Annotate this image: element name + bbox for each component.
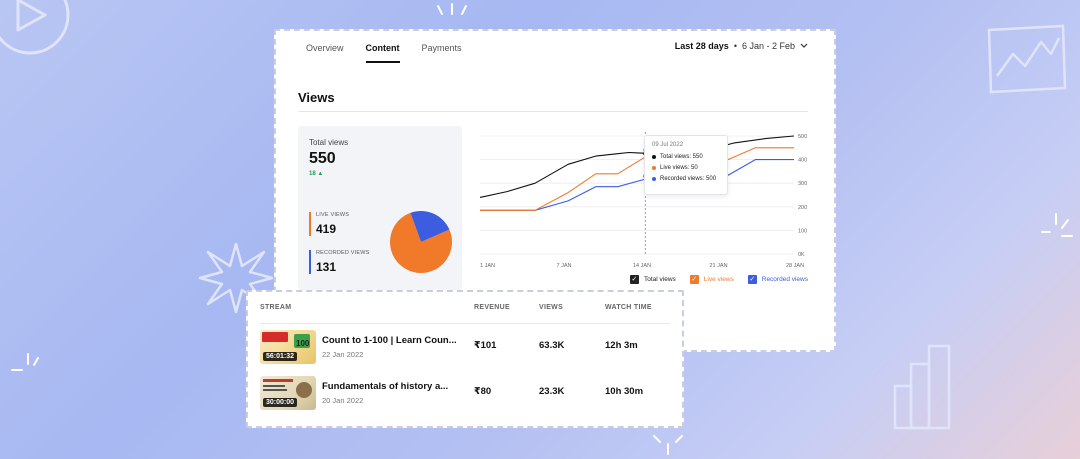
header-watch-time[interactable]: WATCH TIME <box>605 304 652 311</box>
pie-slice-recorded <box>410 211 450 242</box>
total-views-value: 550 <box>309 150 336 167</box>
video-thumbnail[interactable]: 30:00:00 <box>260 376 316 410</box>
tooltip-recorded: Recorded views: 500 <box>660 176 717 182</box>
stream-title[interactable]: Fundamentals of history a... <box>322 381 449 392</box>
video-duration: 56:01:32 <box>263 352 298 361</box>
tooltip-date: 09 Jul 2022 <box>652 142 684 148</box>
tooltip-live: Live views: 50 <box>660 165 698 171</box>
x-tick-label: 1 JAN <box>480 263 495 269</box>
y-tick-label: 400 <box>798 158 807 164</box>
bar-chart-doodle-icon <box>893 344 951 430</box>
date-range-value: 6 Jan - 2 Feb <box>741 41 795 51</box>
legend-live-toggle[interactable]: ✓ Live views <box>689 275 734 284</box>
video-thumbnail[interactable]: 100 56:01:32 <box>260 330 316 364</box>
x-tick-label: 28 JAN <box>786 263 804 269</box>
recorded-dot-icon <box>652 177 656 181</box>
legend-live-label: Live views <box>703 276 734 283</box>
y-tick-label: 200 <box>798 205 807 211</box>
legend-recorded-label: Recorded views <box>761 276 808 283</box>
play-doodle-icon <box>0 0 70 55</box>
date-range-separator: • <box>733 41 737 51</box>
checkbox-checked-icon: ✓ <box>747 275 757 284</box>
total-views-label: Total views <box>309 138 349 147</box>
live-views-block: LIVE VIEWS 419 <box>309 212 349 236</box>
thumbnail-art-icon: 100 <box>262 332 310 348</box>
x-tick-label: 14 JAN <box>633 263 651 269</box>
checkbox-checked-icon: ✓ <box>689 275 699 284</box>
tooltip-row-live: Live views: 50 <box>652 165 720 171</box>
recorded-views-label: RECORDED VIEWS <box>316 250 370 256</box>
stream-revenue: ₹101 <box>474 340 497 351</box>
stream-watch-time: 12h 3m <box>605 340 638 351</box>
starburst-doodle-icon <box>198 242 274 314</box>
section-title: Views <box>298 90 335 105</box>
tooltip-row-total: Total views: 550 <box>652 154 720 160</box>
stream-title[interactable]: Count to 1-100 | Learn Coun... <box>322 335 457 346</box>
total-dot-icon <box>652 155 656 159</box>
stream-date: 20 Jan 2022 <box>322 396 364 405</box>
series-line-total <box>479 135 795 198</box>
y-tick-label: 500 <box>798 134 807 140</box>
total-views-delta: 18 ▲ <box>309 171 324 177</box>
tab-payments[interactable]: Payments <box>421 43 462 53</box>
chart-legend: ✓ Total views ✓ Live views ✓ Recorded vi… <box>629 275 808 284</box>
header-views[interactable]: VIEWS <box>539 304 564 311</box>
stream-date: 22 Jan 2022 <box>322 350 364 359</box>
date-range-label: Last 28 days <box>674 41 729 51</box>
stream-watch-time: 10h 30m <box>605 386 644 397</box>
pie-slice-live <box>390 212 452 273</box>
live-views-value: 419 <box>316 222 337 236</box>
stream-views: 23.3K <box>539 386 565 397</box>
thumbnail-art-icon <box>263 379 312 398</box>
views-summary-panel: Total views 550 18 ▲ LIVE VIEWS 419 RECO… <box>298 126 462 291</box>
chevron-down-icon <box>800 43 808 48</box>
legend-total-toggle[interactable]: ✓ Total views <box>629 275 676 284</box>
line-chart-doodle-icon <box>987 24 1067 94</box>
header-revenue[interactable]: REVENUE <box>474 304 510 311</box>
legend-total-label: Total views <box>643 276 676 283</box>
sparkle-doodle-icon <box>1041 213 1073 237</box>
recorded-views-block: RECORDED VIEWS 131 <box>309 250 370 274</box>
live-views-label: LIVE VIEWS <box>316 212 350 218</box>
video-duration: 30:00:00 <box>263 398 298 407</box>
y-tick-label: 0K <box>798 252 805 258</box>
date-range-selector[interactable]: Last 28 days • 6 Jan - 2 Feb <box>675 41 808 51</box>
checkbox-checked-icon: ✓ <box>629 275 639 284</box>
series-line-recorded <box>480 159 794 211</box>
chart-tooltip: 09 Jul 2022 Total views: 550 Live views:… <box>644 135 728 195</box>
views-pie-chart <box>390 211 452 273</box>
header-stream[interactable]: STREAM <box>260 304 292 311</box>
tab-content[interactable]: Content <box>365 41 400 63</box>
legend-recorded-toggle[interactable]: ✓ Recorded views <box>747 275 808 284</box>
divider <box>298 111 808 112</box>
x-tick-label: 21 JAN <box>710 263 728 269</box>
stream-views: 63.3K <box>539 340 565 351</box>
recorded-views-value: 131 <box>316 260 337 274</box>
svg-text:100: 100 <box>296 339 310 348</box>
y-tick-label: 100 <box>798 228 807 234</box>
stream-revenue: ₹80 <box>474 386 492 397</box>
tooltip-row-recorded: Recorded views: 500 <box>652 176 720 182</box>
y-tick-label: 300 <box>798 181 807 187</box>
table-row[interactable]: 100 56:01:32 Count to 1-100 | Learn Coun… <box>260 330 670 368</box>
live-dot-icon <box>652 166 656 170</box>
x-tick-label: 7 JAN <box>557 263 572 269</box>
tooltip-total: Total views: 550 <box>660 154 703 160</box>
streams-table: STREAM REVENUE VIEWS WATCH TIME 100 56:0… <box>246 290 684 428</box>
series-line-live <box>480 147 794 211</box>
sparkle-doodle-icon <box>437 3 467 15</box>
table-header: STREAM REVENUE VIEWS WATCH TIME <box>260 302 670 324</box>
sparkle-doodle-icon <box>11 353 39 371</box>
sparkle-doodle-icon <box>653 435 683 455</box>
table-row[interactable]: 30:00:00 Fundamentals of history a... 20… <box>260 376 670 414</box>
tab-overview[interactable]: Overview <box>306 43 344 53</box>
tab-bar: Overview Content Payments <box>306 41 462 63</box>
